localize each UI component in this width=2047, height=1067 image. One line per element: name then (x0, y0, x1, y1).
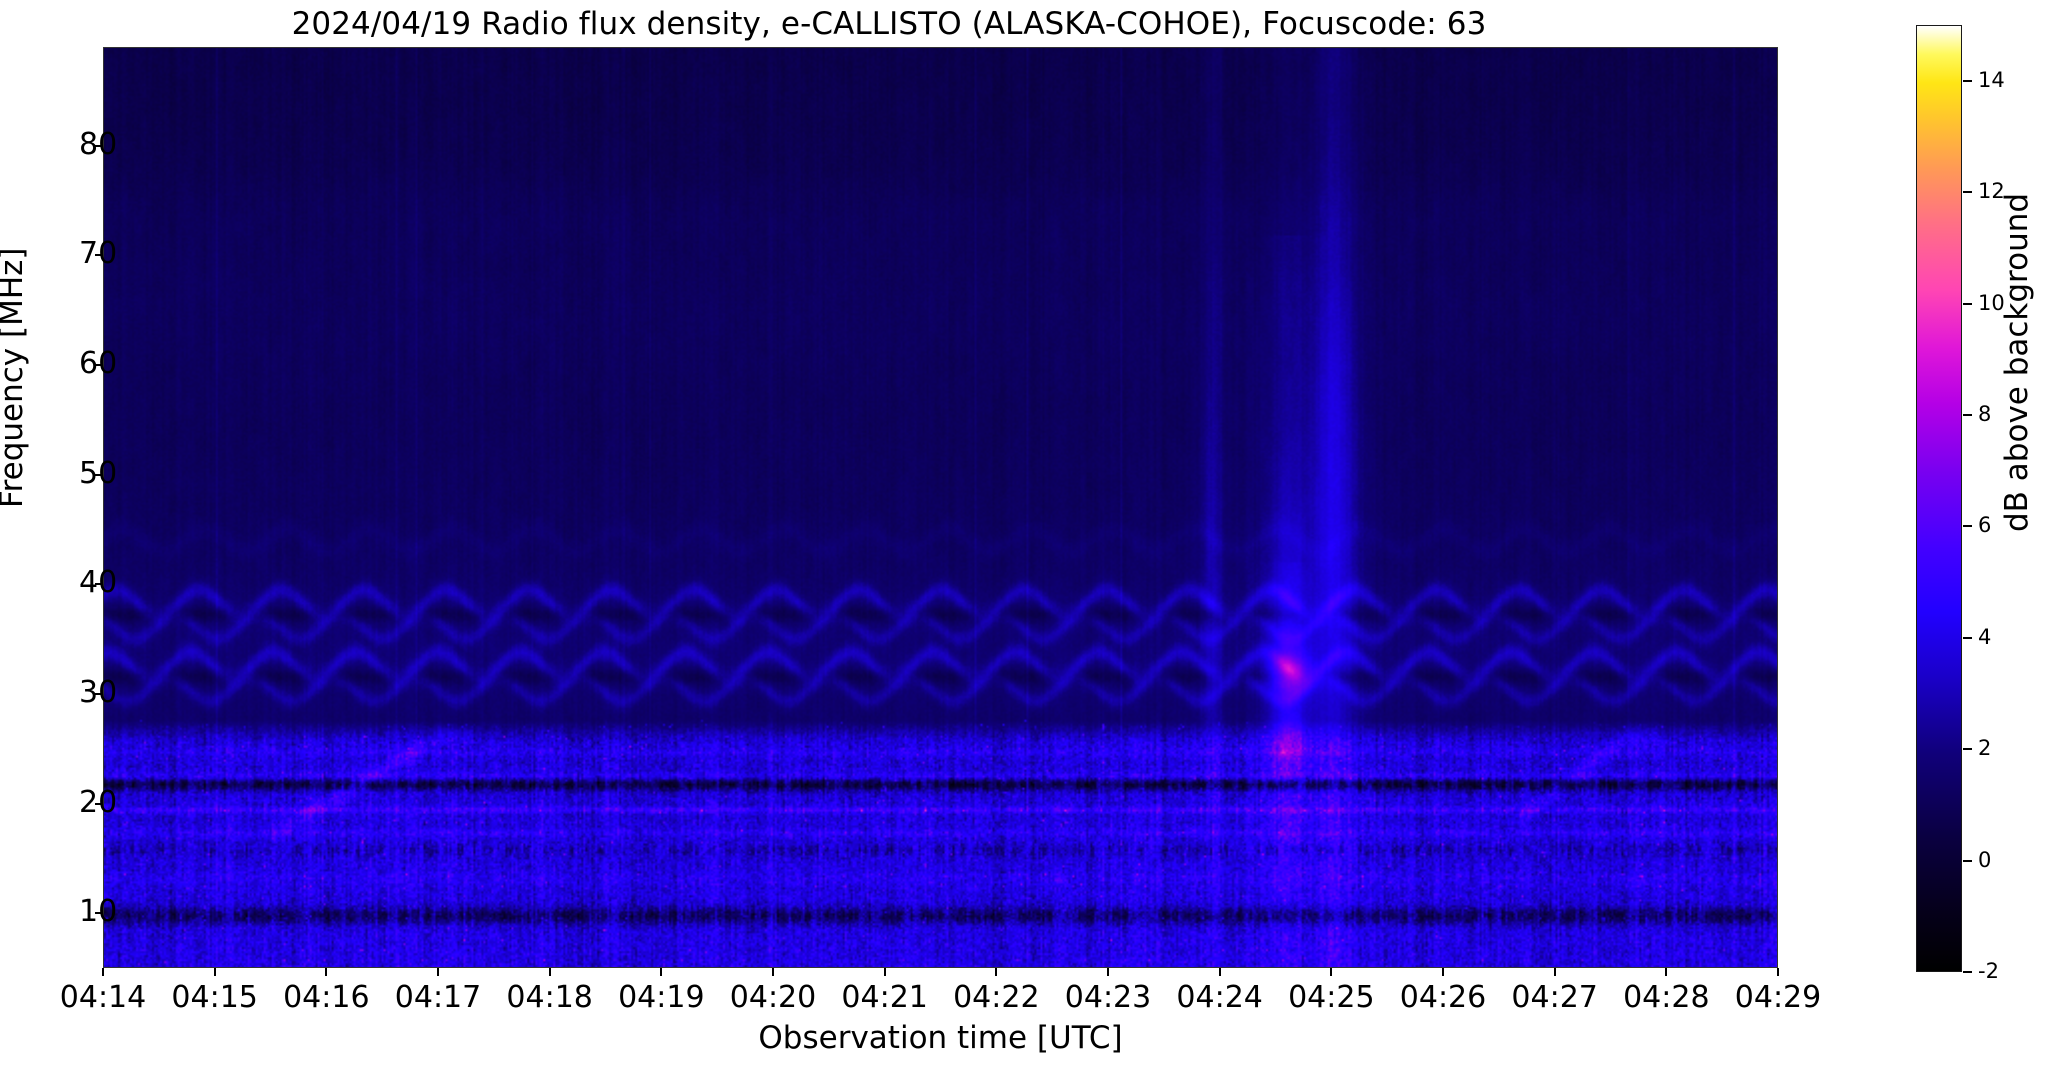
colorbar-tick (1963, 859, 1972, 862)
x-tick (995, 968, 998, 976)
x-tick (548, 968, 551, 976)
x-tick-label: 04:21 (841, 980, 928, 1015)
colorbar-tick (1963, 525, 1972, 528)
y-tick-label: 20 (79, 784, 118, 820)
y-tick (95, 473, 103, 476)
colorbar-tick-label: 0 (1978, 847, 1992, 872)
x-tick (1330, 968, 1333, 976)
colorbar-tick-label: -2 (1978, 959, 1999, 983)
x-tick (325, 968, 328, 976)
colorbar: -2 0 2 4 6 8 10 12 14 (1916, 25, 2005, 983)
y-tick (95, 912, 103, 915)
y-tick (95, 254, 103, 257)
colorbar-gradient (1916, 25, 1962, 972)
x-tick-label: 04:27 (1511, 980, 1598, 1015)
x-tick (437, 968, 439, 976)
page-title: 2024/04/19 Radio flux density, e-CALLIST… (291, 6, 1487, 42)
x-tick (1107, 968, 1109, 976)
y-tick-label: 60 (79, 345, 118, 381)
x-tick-label: 04:25 (1288, 980, 1375, 1015)
y-tick (95, 802, 103, 805)
y-axis-label: Frequency [MHz] (0, 247, 30, 508)
x-tick-label: 04:16 (283, 980, 370, 1015)
x-tick-label: 04:15 (171, 980, 258, 1015)
y-tick (95, 144, 103, 147)
colorbar-tick (1963, 302, 1972, 305)
y-tick (95, 583, 103, 586)
x-tick-label: 04:28 (1623, 980, 1710, 1015)
colorbar-tick-label: 12 (1978, 179, 2005, 204)
spectrogram-axes (103, 47, 1778, 968)
x-tick-label: 04:22 (953, 980, 1040, 1015)
spectrogram-canvas (104, 48, 1777, 967)
x-tick-label: 04:14 (59, 980, 147, 1015)
y-tick-label: 80 (79, 126, 118, 162)
x-axis-label: Observation time [UTC] (758, 1020, 1123, 1056)
x-tick (660, 968, 663, 976)
y-tick (95, 363, 103, 366)
y-tick-label: 10 (79, 894, 118, 930)
x-tick (1218, 968, 1221, 976)
colorbar-tick-label: 10 (1978, 290, 2005, 315)
y-tick-label: 70 (79, 236, 118, 272)
x-tick (1553, 968, 1556, 976)
x-tick-label: 04:29 (1734, 980, 1822, 1015)
colorbar-tick-label: 8 (1978, 401, 1992, 426)
colorbar-tick-label: 2 (1978, 736, 1992, 761)
x-tick-label: 04:24 (1176, 980, 1263, 1015)
x-tick (213, 968, 216, 976)
x-tick (1442, 968, 1444, 976)
y-tick-label: 50 (79, 455, 118, 491)
colorbar-tick-label: 6 (1978, 513, 1992, 538)
spectrogram-image (104, 48, 1777, 967)
colorbar-tick-label: 4 (1978, 624, 1992, 649)
colorbar-tick (1963, 971, 1972, 973)
colorbar-tick (1963, 748, 1972, 751)
y-tick-label: 30 (79, 674, 118, 710)
x-tick (102, 968, 104, 976)
x-tick (772, 968, 774, 976)
x-tick-label: 04:20 (729, 980, 817, 1015)
x-tick (1777, 968, 1779, 976)
x-tick-label: 04:17 (394, 980, 482, 1015)
x-tick-label: 04:18 (506, 980, 593, 1015)
colorbar-tick-label: 14 (1978, 67, 2005, 92)
colorbar-tick (1963, 413, 1972, 416)
x-tick-label: 04:19 (618, 980, 705, 1015)
colorbar-tick (1963, 79, 1972, 82)
x-tick (1665, 968, 1668, 976)
colorbar-tick (1963, 636, 1972, 639)
colorbar-label: dB above background (1999, 192, 2035, 532)
x-tick (883, 968, 886, 976)
x-tick-label: 04:23 (1064, 980, 1152, 1015)
y-tick-label: 40 (79, 565, 118, 601)
y-tick (95, 692, 103, 695)
x-tick-label: 04:26 (1399, 980, 1487, 1015)
colorbar-tick (1963, 191, 1972, 194)
